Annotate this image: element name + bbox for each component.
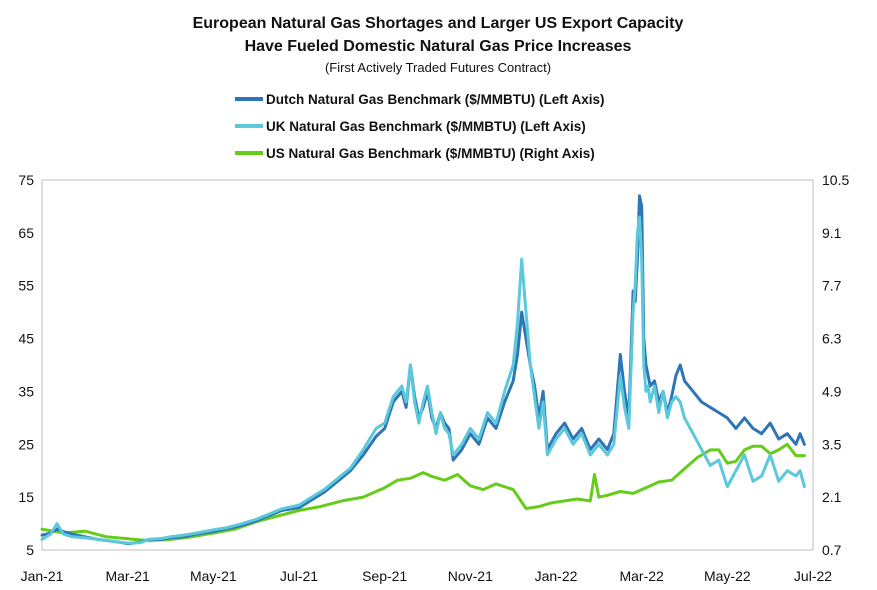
y-left-tick-label: 25 (18, 436, 34, 452)
series-line-dutch (40, 194, 806, 546)
x-tick-label: Mar-22 (619, 568, 664, 584)
series-line-us (40, 442, 806, 543)
y-right-tick-label: 0.7 (822, 542, 842, 558)
y-left-tick-label: 75 (18, 172, 34, 188)
y-right-tick-label: 9.1 (822, 225, 842, 241)
x-tick-label: Mar-21 (105, 568, 150, 584)
x-tick-label: May-22 (704, 568, 751, 584)
series-line-uk (40, 215, 806, 545)
y-right-tick-label: 10.5 (822, 172, 849, 188)
x-tick-label: Jul-21 (280, 568, 318, 584)
legend-label-us: US Natural Gas Benchmark ($/MMBTU) (Righ… (266, 146, 595, 161)
y-left-tick-label: 5 (26, 542, 34, 558)
x-axis: Jan-21 Mar-21 May-21 Jul-21 Sep-21 Nov-21 Jan-… (21, 568, 833, 584)
y-left-tick-label: 35 (18, 383, 34, 399)
chart-subtitle: (First Actively Traded Futures Contract) (325, 60, 551, 75)
legend: Dutch Natural Gas Benchmark ($/MMBTU) (L… (235, 92, 605, 161)
x-tick-label: Jan-22 (535, 568, 578, 584)
y-left-tick-label: 55 (18, 278, 34, 294)
legend-label-uk: UK Natural Gas Benchmark ($/MMBTU) (Left… (266, 119, 586, 134)
y-right-tick-label: 4.9 (822, 383, 842, 399)
x-tick-label: Nov-21 (448, 568, 493, 584)
chart-title-line-1: European Natural Gas Shortages and Large… (193, 15, 684, 32)
y-right-tick-label: 3.5 (822, 436, 842, 452)
legend-label-dutch: Dutch Natural Gas Benchmark ($/MMBTU) (L… (266, 92, 605, 107)
y-axis-left: 5 15 25 35 45 55 65 75 (18, 172, 34, 558)
y-left-tick-label: 15 (18, 489, 34, 505)
y-right-tick-label: 7.7 (822, 278, 842, 294)
plot-area-border (41, 179, 814, 551)
x-tick-label: Jul-22 (794, 568, 832, 584)
x-tick-label: Jan-21 (21, 568, 64, 584)
y-right-tick-label: 2.1 (822, 489, 842, 505)
y-right-tick-label: 6.3 (822, 331, 842, 347)
series-layer (40, 194, 806, 546)
y-left-tick-label: 65 (18, 225, 34, 241)
x-tick-label: Sep-21 (362, 568, 407, 584)
y-left-tick-label: 45 (18, 331, 34, 347)
y-axis-right: 0.7 2.1 3.5 4.9 6.3 7.7 9.1 10.5 (822, 172, 849, 558)
chart-title-line-2: Have Fueled Domestic Natural Gas Price I… (245, 38, 632, 55)
x-tick-label: May-21 (190, 568, 237, 584)
